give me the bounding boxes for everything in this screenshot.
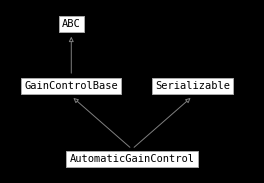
Text: GainControlBase: GainControlBase — [24, 81, 118, 91]
Text: Serializable: Serializable — [155, 81, 230, 91]
Text: AutomaticGainControl: AutomaticGainControl — [69, 154, 195, 164]
Text: ABC: ABC — [62, 19, 81, 29]
